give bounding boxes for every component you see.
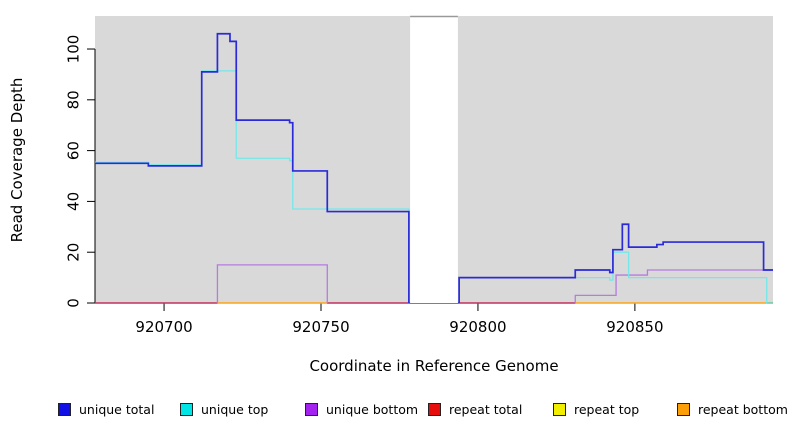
series-line-unique-bottom [216,264,773,303]
y-tick-label: 100 [65,35,83,64]
legend-label: unique top [201,401,269,417]
legend-swatch-repeat-total [428,402,441,416]
legend-item-unique-top: unique top [180,398,268,420]
legend-label: repeat bottom [698,401,788,417]
y-tick-label: 0 [65,298,83,308]
y-tick-label: 80 [65,90,83,109]
legend-label: unique total [79,401,155,417]
legend-item-unique-bottom: unique bottom [305,398,418,420]
y-tick-label: 20 [65,243,83,262]
legend: unique total unique top unique bottom repea… [0,398,792,420]
legend-item-repeat-top: repeat top [553,398,639,420]
legend-item-unique-total: unique total [58,398,154,420]
legend-swatch-unique-top [180,402,193,416]
legend-item-repeat-total: repeat total [428,398,522,420]
x-tick-label: 920800 [449,318,506,336]
x-tick-label: 920850 [606,318,663,336]
series-line-unique-total [95,32,773,303]
x-tick-label: 920700 [135,318,192,336]
x-axis-title: Coordinate in Reference Genome [309,357,559,375]
legend-swatch-unique-bottom [305,402,318,416]
legend-label: repeat top [574,401,640,417]
legend-item-repeat-bottom: repeat bottom [677,398,788,420]
y-tick-label: 40 [65,192,83,211]
legend-swatch-repeat-bottom [677,402,690,416]
y-axis-title: Read Coverage Depth [8,77,26,243]
no-data-band [410,16,458,303]
x-tick-label: 920750 [292,318,349,336]
legend-swatch-unique-total [58,402,71,416]
legend-label: unique bottom [326,401,419,417]
y-tick-label: 60 [65,141,83,160]
legend-label: repeat total [449,401,523,417]
legend-swatch-repeat-top [553,402,566,416]
